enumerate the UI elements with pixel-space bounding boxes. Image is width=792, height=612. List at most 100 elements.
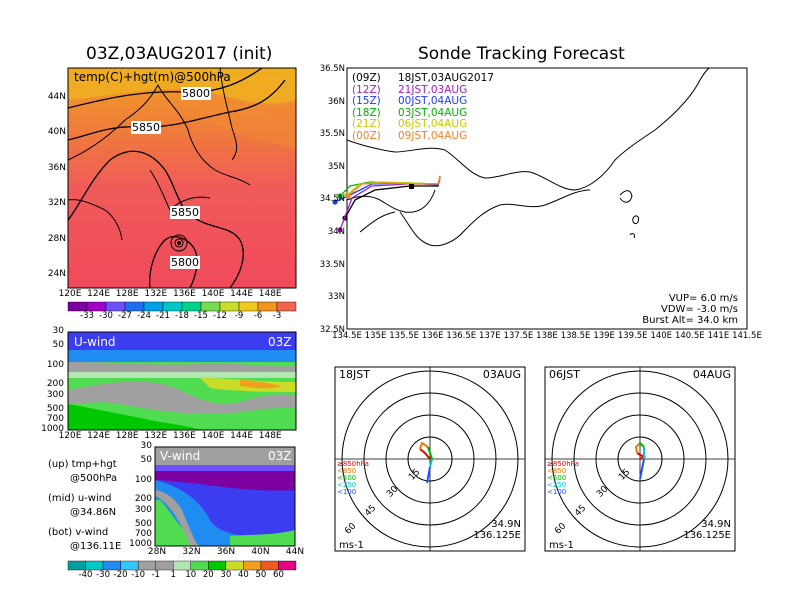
colorbar-swatch — [120, 560, 139, 571]
lon-label: 135.5E — [389, 331, 419, 341]
hodograph-level-label: <100 — [337, 488, 357, 496]
note-title: (bot) v-wind — [48, 527, 109, 538]
track-legend-time: (00Z) — [352, 130, 381, 142]
lon-label: 140E — [201, 431, 225, 441]
landing-point — [332, 199, 338, 205]
track-legend-label: 00JST,04AUG — [398, 95, 468, 108]
pressure-label: 30 — [140, 441, 152, 451]
colorbar-swatch — [67, 301, 88, 312]
lon-label: 132E — [144, 289, 168, 299]
lon-label: 120E — [58, 289, 82, 299]
lon-label: 136E — [172, 431, 196, 441]
pressure-label: 200 — [46, 379, 64, 389]
lat-label: 32N — [182, 547, 201, 557]
colorbar-label: -9 — [234, 311, 244, 321]
colorbar-label: 1 — [170, 570, 176, 580]
pressure-label: 1000 — [41, 424, 64, 434]
colorbar-label: -1 — [151, 570, 160, 580]
lon-label: 120E — [58, 431, 82, 441]
colorbar-label: -24 — [137, 311, 151, 321]
v-wind-time: 03Z — [268, 449, 292, 463]
colorbar-label: -30 — [96, 570, 111, 580]
track-legend-label: 18JST,03AUG2017 — [398, 72, 494, 84]
hodograph-level-label: <500 — [547, 474, 567, 482]
lat-label: 36N — [216, 547, 236, 557]
v-wind-label: V-wind — [160, 449, 201, 463]
lat-label: 28N — [147, 547, 167, 557]
lat-label: 32.5N — [319, 324, 345, 335]
contour-label-1: 5800 — [181, 87, 211, 100]
colorbar-label: -30 — [99, 311, 113, 321]
lat-label: 33.5N — [319, 259, 345, 270]
lon-label: 135E — [364, 331, 387, 341]
landing-point — [337, 193, 343, 199]
pressure-label: 100 — [134, 475, 152, 485]
landing-point — [345, 193, 351, 199]
note-subtitle: @34.86N — [70, 507, 117, 518]
lon-label: 140.5E — [674, 331, 705, 341]
pressure-label: 700 — [134, 529, 152, 539]
wind-colorbar — [67, 560, 297, 571]
track-info-line: Burst Alt= 34.0 km — [642, 315, 738, 326]
hodograph-level-label: <250 — [337, 481, 357, 489]
pressure-label: 1000 — [129, 539, 152, 549]
lon-label: 139E — [593, 331, 615, 341]
lon-label: 139.5E — [617, 331, 648, 341]
hodograph-level-label: ≥850hPa — [337, 460, 369, 468]
lon-label: 136E — [172, 289, 196, 299]
track-legend-time: (21Z) — [352, 118, 381, 131]
colorbar-label: -40 — [78, 570, 93, 580]
colorbar-swatch — [86, 301, 107, 312]
hodograph-trace — [639, 442, 645, 448]
hodograph-level-label: <500 — [337, 474, 357, 482]
hodograph-date-label: 04AUG — [692, 368, 731, 381]
colorbar-label: -20 — [113, 570, 128, 580]
hodograph-trace — [426, 466, 431, 484]
track-info-line: VUP= 6.0 m/s — [668, 293, 738, 304]
lon-label: 124E — [87, 431, 111, 441]
hodograph-lon: 136.125E — [473, 530, 521, 541]
colorbar-swatch — [200, 301, 221, 312]
track-legend-label: 21JST,03AUG — [398, 83, 468, 96]
lon-label: 124E — [87, 289, 111, 299]
colorbar-label: -12 — [213, 311, 227, 321]
colorbar-swatch — [102, 560, 121, 571]
colorbar-swatch — [208, 560, 227, 571]
u-wind-time: 03Z — [268, 335, 292, 349]
lat-label: 36.5N — [319, 64, 345, 74]
lon-label: 136.5E — [446, 331, 477, 341]
lat-label: 36N — [47, 162, 66, 173]
temperature-colorbar — [67, 301, 297, 312]
track-map — [332, 67, 748, 330]
hodograph-time-label: 06JST — [549, 368, 580, 381]
hodograph-lat: 34.9N — [701, 519, 731, 530]
map-panel-label: temp(C)+hgt(m)@500hPa — [74, 70, 231, 84]
hodograph-time-label: 18JST — [339, 368, 370, 381]
hodograph-trace — [427, 446, 433, 460]
track-legend-label: 03JST,04AUG — [398, 106, 468, 119]
pressure-label: 50 — [140, 455, 152, 465]
hodograph-date-label: 03AUG — [482, 368, 521, 381]
colorbar-swatch — [219, 301, 240, 312]
colorbar-label: 10 — [185, 570, 197, 580]
lat-label: 34.5N — [319, 194, 345, 205]
u-wind-label: U-wind — [74, 335, 116, 349]
colorbar-swatch — [85, 560, 104, 571]
lon-label: 141E — [707, 331, 730, 341]
hodograph-trace — [634, 442, 641, 454]
colorbar-swatch — [276, 301, 297, 312]
hodograph-unit: ms-1 — [339, 540, 364, 551]
colorbar-label: 60 — [273, 570, 284, 580]
lat-label: 34N — [327, 227, 345, 237]
note-title: (up) tmp+hgt — [48, 459, 117, 470]
colorbar-label: 30 — [220, 570, 232, 580]
colorbar-label: -15 — [194, 311, 208, 321]
lon-label: 134.5E — [332, 331, 362, 341]
track-legend-time: (15Z) — [352, 95, 381, 108]
track-legend-time: (18Z) — [352, 106, 381, 119]
lon-label: 128E — [115, 289, 139, 299]
lat-label: 24N — [47, 269, 66, 279]
lat-label: 44N — [47, 92, 66, 102]
lon-label: 144E — [230, 289, 254, 299]
